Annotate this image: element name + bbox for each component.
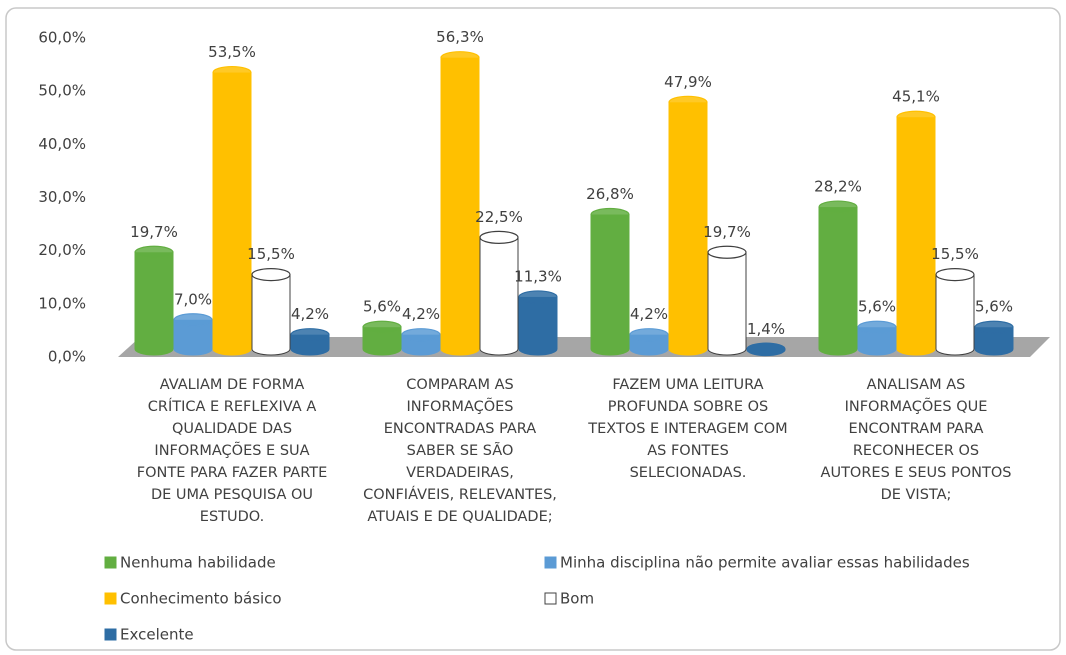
bar <box>897 117 935 350</box>
y-tick-label: 10,0% <box>38 294 86 312</box>
y-tick-label: 60,0% <box>38 29 86 47</box>
data-label: 28,2% <box>814 178 862 196</box>
cylinder-top <box>401 328 441 342</box>
data-label: 11,3% <box>514 267 562 285</box>
cylinder-top <box>251 267 291 282</box>
data-label: 5,6% <box>363 298 401 316</box>
cylinder-top <box>935 267 975 282</box>
floor <box>118 337 1050 357</box>
bar <box>669 102 707 349</box>
cylinder-top <box>974 320 1014 334</box>
data-label: 56,3% <box>436 28 484 46</box>
data-label: 7,0% <box>174 290 212 308</box>
y-tick-label: 20,0% <box>38 241 86 259</box>
bar <box>519 296 557 349</box>
data-label: 22,5% <box>475 208 523 226</box>
legend-label: Conhecimento básico <box>120 590 282 608</box>
cylinder-top <box>629 328 669 342</box>
bar <box>213 72 251 349</box>
cylinder-top <box>290 328 330 342</box>
cylinder-top <box>707 245 747 259</box>
data-label: 15,5% <box>247 245 295 263</box>
bar <box>252 274 290 349</box>
data-label: 4,2% <box>630 305 668 323</box>
data-label: 15,5% <box>931 245 979 263</box>
bar <box>591 214 629 349</box>
legend-label: Bom <box>560 590 594 608</box>
legend-swatch <box>544 556 557 569</box>
cylinder-top <box>590 207 630 222</box>
data-label: 5,6% <box>858 298 896 316</box>
cylinder-top <box>746 342 786 357</box>
y-tick-label: 50,0% <box>38 82 86 100</box>
cylinder-top <box>212 65 252 80</box>
data-label: 53,5% <box>208 43 256 61</box>
bar <box>441 57 479 350</box>
cylinder-top <box>362 320 402 334</box>
cylinder-top <box>518 290 558 304</box>
data-label: 5,6% <box>975 298 1013 316</box>
legend-label: Excelente <box>120 626 194 644</box>
bar <box>480 237 518 349</box>
x-tick-label: FAZEM UMA LEITURA PROFUNDA SOBRE OS TEXT… <box>588 377 788 481</box>
bar <box>819 207 857 349</box>
y-tick-label: 40,0% <box>38 135 86 153</box>
data-label: 19,7% <box>130 223 178 241</box>
data-label: 47,9% <box>664 73 712 91</box>
cylinder-top <box>173 313 213 327</box>
legend-swatch <box>544 592 557 605</box>
x-tick-label: ANALISAM AS INFORMAÇÕES QUE ENCONTRAM PA… <box>820 377 1012 503</box>
legend-swatch <box>104 628 117 641</box>
data-label: 4,2% <box>291 305 329 323</box>
cylinder-top <box>896 110 936 124</box>
legend-swatch <box>104 556 117 569</box>
data-label: 1,4% <box>747 320 785 338</box>
legend-label: Nenhuma habilidade <box>120 554 276 572</box>
y-tick-label: 0,0% <box>48 348 86 366</box>
x-tick-label: COMPARAM AS INFORMAÇÕES ENCONTRADAS PARA… <box>363 377 557 525</box>
bar <box>135 252 173 349</box>
data-label: 19,7% <box>703 223 751 241</box>
cylinder-top <box>668 95 708 109</box>
cylinder-top <box>134 245 174 259</box>
bar <box>936 274 974 349</box>
bar <box>708 252 746 349</box>
cylinder-top <box>440 51 480 65</box>
x-tick-label: AVALIAM DE FORMA CRÍTICA E REFLEXIVA A Q… <box>136 377 328 525</box>
y-tick-label: 30,0% <box>38 188 86 206</box>
cylinder-top <box>479 230 519 244</box>
data-label: 4,2% <box>402 305 440 323</box>
cylinder-top <box>818 200 858 214</box>
legend-swatch <box>104 592 117 605</box>
data-label: 26,8% <box>586 185 634 203</box>
legend-label: Minha disciplina não permite avaliar ess… <box>560 554 970 572</box>
cylinder-top <box>857 320 897 334</box>
data-label: 45,1% <box>892 88 940 106</box>
